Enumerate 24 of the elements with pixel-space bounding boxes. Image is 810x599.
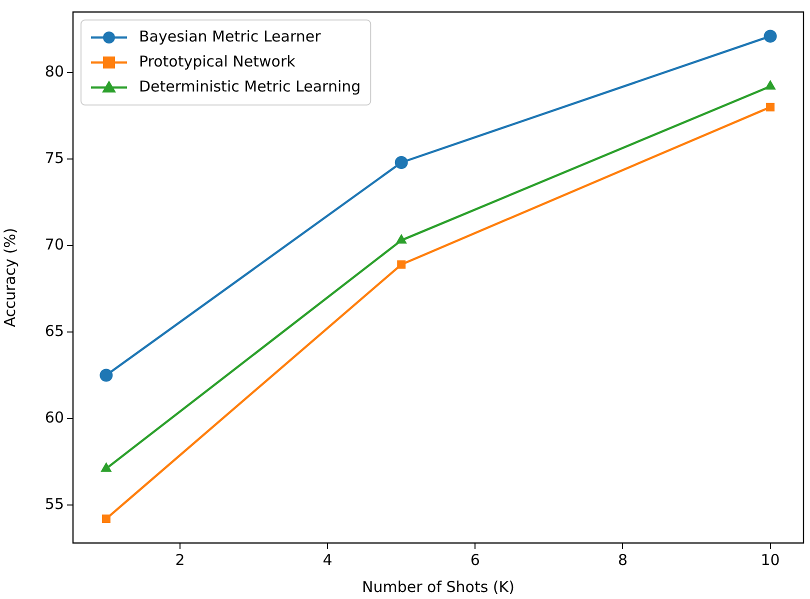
- y-tick-label: 55: [44, 494, 64, 513]
- x-tick-label: 4: [322, 550, 332, 569]
- point: [764, 80, 776, 90]
- y-tick-label: 80: [44, 62, 64, 80]
- x-axis-title: Number of Shots (K): [362, 578, 514, 596]
- y-tick-label: 70: [44, 235, 64, 254]
- y-tick-label: 75: [44, 148, 64, 167]
- y-tick-label: 60: [44, 408, 64, 426]
- point: [396, 234, 407, 244]
- legend-label: Prototypical Network: [139, 52, 296, 70]
- y-axis-title: Accuracy (%): [0, 228, 19, 328]
- y-tick-label: 65: [44, 322, 64, 340]
- x-tick-label: 6: [470, 550, 480, 569]
- point: [766, 102, 775, 112]
- point: [394, 156, 408, 169]
- x-tick-label: 10: [760, 550, 780, 569]
- point: [102, 514, 110, 524]
- legend-label: Deterministic Metric Learning: [139, 77, 361, 96]
- point: [764, 30, 777, 43]
- x-tick-label: 2: [175, 550, 185, 569]
- point: [100, 368, 113, 382]
- x-tick-label: 8: [618, 550, 628, 569]
- point: [397, 260, 406, 269]
- legend-label: Bayesian Metric Learner: [139, 27, 322, 46]
